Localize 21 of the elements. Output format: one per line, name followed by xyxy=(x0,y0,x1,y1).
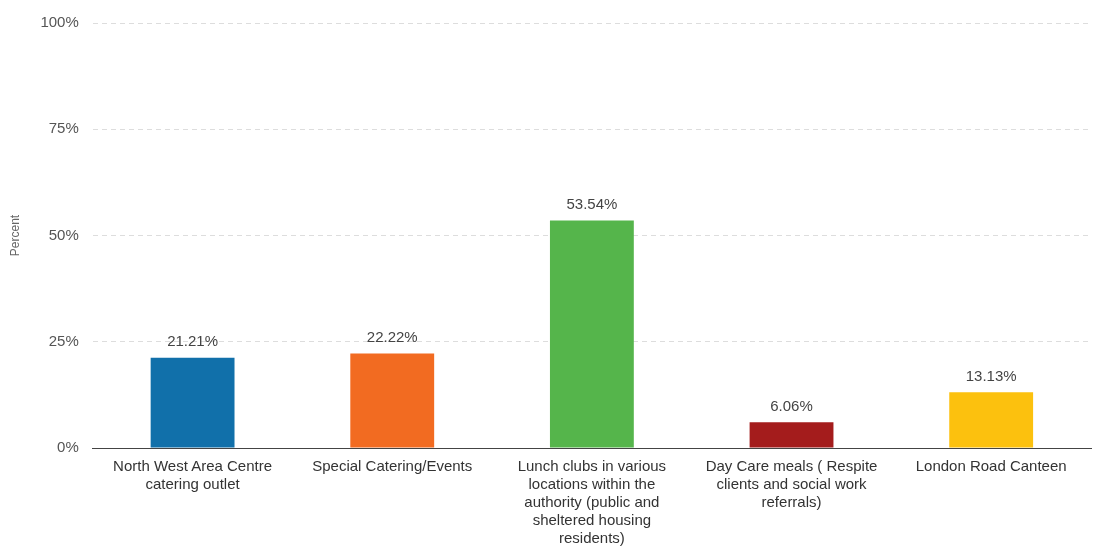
x-tick-label: Special Catering/Events xyxy=(312,457,473,475)
x-tick-label: London Road Canteen xyxy=(915,457,1067,475)
bar xyxy=(150,357,235,448)
data-label: 53.54% xyxy=(566,195,618,213)
data-label: 21.21% xyxy=(167,332,219,350)
y-tick-label: 100% xyxy=(40,13,79,31)
y-tick-label: 75% xyxy=(48,119,79,137)
bar xyxy=(749,422,834,448)
data-label: 22.22% xyxy=(366,328,418,346)
bar xyxy=(949,392,1034,448)
y-tick-label: 50% xyxy=(48,225,79,243)
bar xyxy=(350,353,435,448)
data-label: 13.13% xyxy=(965,366,1017,384)
x-tick-label: Day Care meals ( Respite clients and social work referrals) xyxy=(705,457,878,511)
y-axis-title: Percent xyxy=(7,214,22,257)
bar xyxy=(549,220,634,448)
x-tick-label: Lunch clubs in various locations within the authority (public and sheltered housing residents) xyxy=(517,457,667,547)
y-tick-label: 0% xyxy=(57,438,79,456)
x-tick-label: North West Area Centre catering outlet xyxy=(113,457,273,493)
y-tick-label: 25% xyxy=(48,331,79,349)
data-label: 6.06% xyxy=(770,396,813,414)
